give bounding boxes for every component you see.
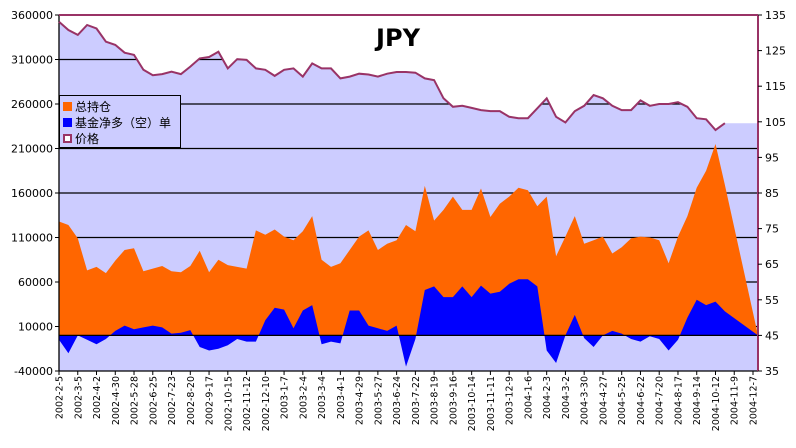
orange-swatch-icon — [63, 101, 72, 111]
right-tick-label: 105 — [765, 116, 786, 129]
right-tick-label: 135 — [765, 9, 786, 22]
legend: 总持仓 基金净多（空）单 价格 — [59, 95, 181, 148]
fund-net-position-area-shape — [59, 279, 758, 367]
right-tick-label: 65 — [765, 258, 779, 271]
left-tick-label: 160000 — [11, 187, 53, 200]
legend-label: 价格 — [75, 131, 100, 146]
right-tick-label: 115 — [765, 80, 786, 93]
x-tick-label: 2002-8-20 — [186, 376, 197, 425]
right-tick-label: 45 — [765, 329, 779, 342]
left-tick-label: 10000 — [18, 321, 53, 334]
x-tick-label: 2002-9-17 — [205, 376, 216, 425]
legend-item-net: 基金净多（空）单 — [63, 114, 180, 130]
x-tick-label: 2004-12-7 — [749, 376, 760, 425]
tick-labels: 360000 310000 260000 210000 160000 110000 6000… — [11, 9, 786, 431]
x-tick-label: 2003-12-9 — [505, 376, 516, 425]
left-tick-label: 360000 — [11, 9, 53, 22]
x-tick-label: 2004-6-22 — [636, 376, 647, 425]
left-tick-label: 310000 — [11, 54, 53, 67]
total-position-area-shape — [59, 144, 758, 336]
x-tick-label: 2002-11-12 — [242, 376, 253, 431]
x-tick-label: 2004-1-6 — [523, 376, 534, 419]
x-tick-label: 2003-9-16 — [448, 376, 459, 425]
right-tick-label: 35 — [765, 365, 779, 378]
right-tick-label: 75 — [765, 223, 779, 236]
left-tick-label: 260000 — [11, 98, 53, 111]
legend-item-total: 总持仓 — [63, 98, 180, 114]
legend-label: 基金净多（空）单 — [75, 115, 172, 130]
chart-title: JPY — [374, 24, 421, 52]
right-tick-label: 95 — [765, 151, 779, 164]
right-tick-label: 85 — [765, 187, 779, 200]
fund-net-position-area — [59, 279, 758, 367]
x-tick-label: 2002-4-2 — [92, 376, 103, 419]
x-tick-label: 2003-2-4 — [298, 376, 309, 419]
x-tick-label: 2004-10-12 — [711, 376, 722, 431]
x-tick-label: 2004-4-27 — [598, 376, 609, 425]
x-tick-label: 2003-4-1 — [336, 376, 347, 419]
axes — [58, 14, 759, 372]
x-tick-label: 2003-5-27 — [373, 376, 384, 425]
left-tick-label: 60000 — [18, 276, 53, 289]
left-tick-label: -40000 — [14, 365, 53, 378]
x-tick-label: 2002-3-5 — [73, 376, 84, 419]
x-tick-label: 2004-8-17 — [673, 376, 684, 425]
price-line — [58, 21, 726, 132]
x-tick-label: 2003-6-24 — [392, 376, 403, 425]
x-tick-label: 2004-9-14 — [692, 376, 703, 425]
price-swatch-icon — [63, 133, 72, 143]
x-tick-label: 2002-5-28 — [130, 376, 141, 425]
left-tick-label: 110000 — [11, 232, 53, 245]
x-tick-label: 2003-1-7 — [280, 376, 291, 419]
x-tick-label: 2003-4-29 — [355, 376, 366, 425]
x-tick-label: 2004-5-25 — [617, 376, 628, 425]
legend-label: 总持仓 — [75, 99, 112, 114]
x-tick-label: 2003-10-14 — [467, 376, 478, 431]
x-tick-label: 2003-8-19 — [430, 376, 441, 425]
x-tick-label: 2004-7-20 — [655, 376, 666, 425]
x-tick-label: 2002-12-10 — [261, 376, 272, 431]
x-tick-label: 2004-2-3 — [542, 376, 553, 419]
x-tick-label: 2002-7-23 — [167, 376, 178, 425]
x-tick-label: 2003-7-22 — [411, 376, 422, 425]
x-tick-label: 2004-3-30 — [580, 376, 591, 425]
left-tick-label: 210000 — [11, 143, 53, 156]
x-tick-label: 2002-4-30 — [111, 376, 122, 425]
legend-item-price: 价格 — [63, 130, 180, 146]
x-tick-label: 2002-10-15 — [223, 376, 234, 431]
right-tick-label: 125 — [765, 45, 786, 58]
x-tick-label: 2002-2-5 — [55, 376, 66, 419]
total-position-area — [59, 144, 758, 336]
x-tick-label: 2004-3-2 — [561, 376, 572, 419]
x-tick-label: 2003-3-4 — [317, 376, 328, 419]
x-tick-label: 2002-6-25 — [148, 376, 159, 425]
price-line-series — [58, 21, 726, 132]
blue-swatch-icon — [63, 117, 72, 127]
x-tick-label: 2004-11-9 — [730, 376, 741, 425]
right-tick-label: 55 — [765, 294, 779, 307]
x-tick-label: 2003-11-11 — [486, 376, 497, 431]
